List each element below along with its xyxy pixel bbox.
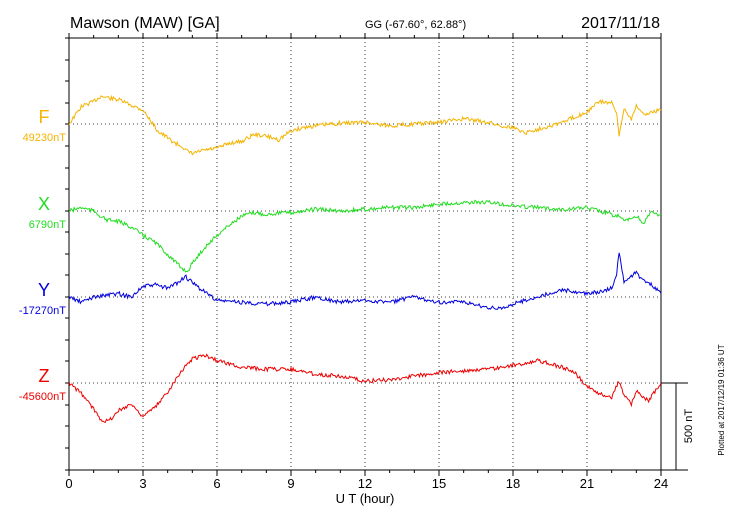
plotted-note: Plotted at 2017/12/19 01:36 UT — [717, 344, 726, 455]
x-tick-label: 24 — [654, 476, 668, 491]
baseline-label-z: -45600nT — [19, 391, 66, 403]
series-name-y: Y — [38, 280, 50, 300]
series-labels: F 49230nT X 6790nT Y -17270nT Z -45600nT — [19, 107, 66, 403]
grid-lines — [142, 38, 588, 470]
series-line-x — [68, 199, 662, 273]
scale-bar: 500 nT — [661, 382, 695, 471]
series-name-x: X — [38, 194, 50, 214]
baseline-label-f: 49230nT — [23, 132, 67, 144]
series-line-y — [68, 252, 662, 310]
baseline-label-y: -17270nT — [19, 305, 66, 317]
x-tick-label: 18 — [506, 476, 520, 491]
x-tick-label: 21 — [580, 476, 594, 491]
coordinates-label: GG (-67.60°, 62.88°) — [365, 19, 466, 31]
station-title: Mawson (MAW) [GA] — [70, 15, 220, 32]
x-tick-label: 9 — [287, 476, 294, 491]
x-tick-label: 6 — [213, 476, 220, 491]
baseline-label-x: 6790nT — [29, 219, 67, 231]
x-tick-label: 12 — [358, 476, 372, 491]
x-tick-label: 15 — [432, 476, 446, 491]
series-name-f: F — [39, 107, 50, 127]
series-line-f — [68, 94, 662, 156]
date-label: 2017/11/18 — [581, 15, 660, 32]
scale-bar-label: 500 nT — [683, 409, 695, 444]
series-group — [68, 94, 662, 424]
x-tick-label: 3 — [139, 476, 146, 491]
x-axis-label: U T (hour) — [336, 491, 395, 506]
series-line-z — [68, 353, 662, 424]
x-tick-label: 0 — [65, 476, 72, 491]
series-name-z: Z — [39, 366, 50, 386]
x-axis-ticks: 0 3 6 9 12 15 18 21 24 — [65, 33, 668, 491]
